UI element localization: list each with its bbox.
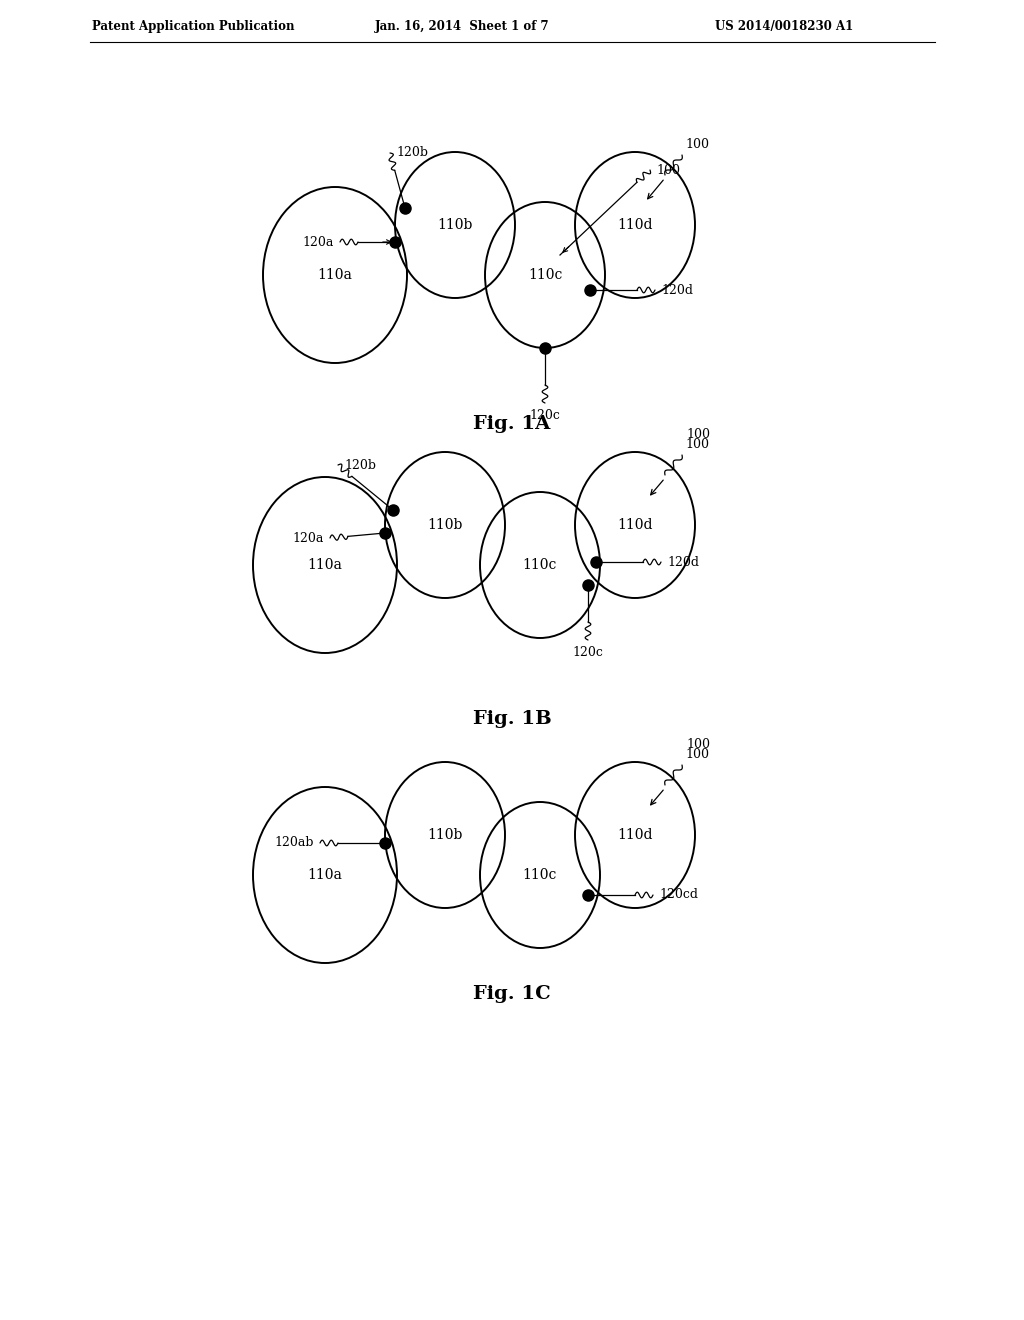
Text: 110a: 110a bbox=[307, 558, 342, 572]
Text: 120a: 120a bbox=[293, 532, 324, 544]
Text: 100: 100 bbox=[685, 748, 709, 762]
Text: 120d: 120d bbox=[667, 556, 699, 569]
Text: 120b: 120b bbox=[344, 458, 376, 471]
Text: 110a: 110a bbox=[317, 268, 352, 282]
Text: 110c: 110c bbox=[527, 268, 562, 282]
Text: Fig. 1C: Fig. 1C bbox=[473, 985, 551, 1003]
Text: 100: 100 bbox=[685, 139, 709, 152]
Text: 120cd: 120cd bbox=[659, 888, 698, 902]
Text: 110b: 110b bbox=[427, 828, 463, 842]
Text: 110d: 110d bbox=[617, 828, 652, 842]
Text: 110a: 110a bbox=[307, 869, 342, 882]
Text: 110d: 110d bbox=[617, 517, 652, 532]
Text: 110b: 110b bbox=[427, 517, 463, 532]
Text: 110c: 110c bbox=[523, 558, 557, 572]
Text: 120ab: 120ab bbox=[274, 837, 314, 850]
Text: Fig. 1A: Fig. 1A bbox=[473, 414, 551, 433]
Text: 120a: 120a bbox=[303, 235, 334, 248]
Text: Patent Application Publication: Patent Application Publication bbox=[92, 20, 295, 33]
Text: Jan. 16, 2014  Sheet 1 of 7: Jan. 16, 2014 Sheet 1 of 7 bbox=[375, 20, 550, 33]
Text: 110c: 110c bbox=[523, 869, 557, 882]
Text: 120c: 120c bbox=[529, 409, 560, 422]
Text: 100: 100 bbox=[686, 738, 710, 751]
Text: 100: 100 bbox=[656, 164, 680, 177]
Text: 100: 100 bbox=[685, 438, 709, 451]
Text: 100: 100 bbox=[686, 429, 710, 441]
Text: 120c: 120c bbox=[572, 645, 603, 659]
Text: 110d: 110d bbox=[617, 218, 652, 232]
Text: 110b: 110b bbox=[437, 218, 473, 232]
Text: 120d: 120d bbox=[662, 284, 693, 297]
Text: US 2014/0018230 A1: US 2014/0018230 A1 bbox=[715, 20, 853, 33]
Text: 120b: 120b bbox=[396, 147, 428, 160]
Text: Fig. 1B: Fig. 1B bbox=[473, 710, 551, 729]
